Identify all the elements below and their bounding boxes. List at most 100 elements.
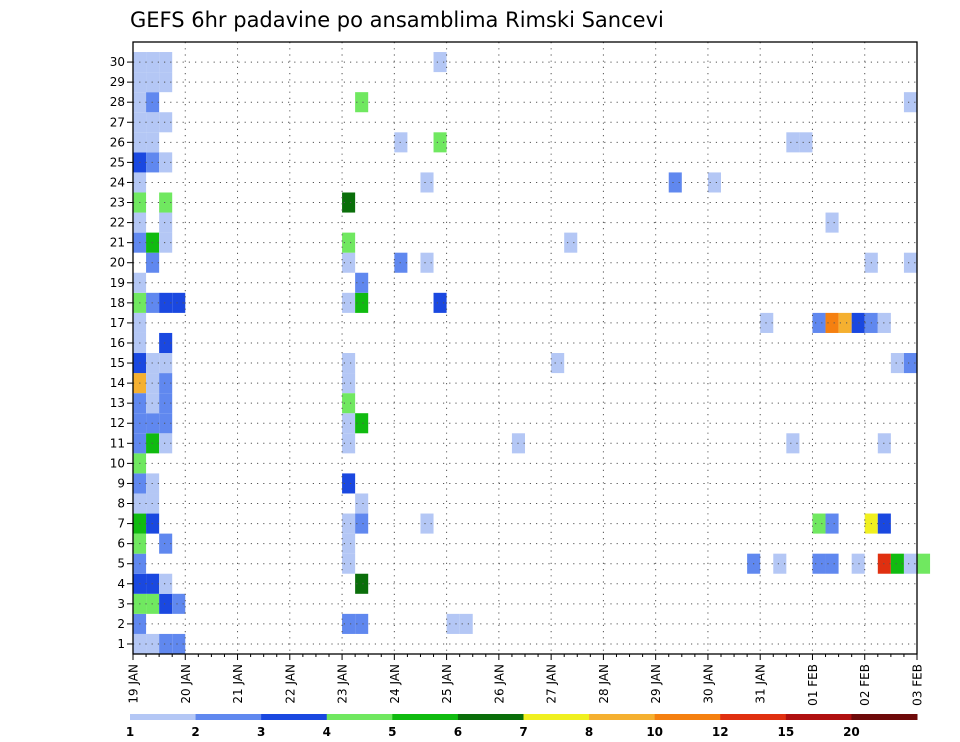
x-tick-label: 27 JAN bbox=[545, 664, 559, 704]
colorbar-swatch bbox=[720, 714, 787, 720]
heatmap-cell bbox=[433, 132, 447, 153]
y-tick-label: 9 bbox=[117, 476, 125, 490]
colorbar-label: 4 bbox=[323, 725, 331, 739]
y-tick-label: 18 bbox=[110, 296, 125, 310]
heatmap-cell bbox=[342, 353, 356, 374]
heatmap-cell bbox=[917, 553, 931, 574]
heatmap-cell bbox=[342, 292, 356, 313]
colorbar-swatch bbox=[851, 714, 918, 720]
heatmap-cell bbox=[799, 132, 813, 153]
heatmap-cell bbox=[825, 212, 839, 233]
heatmap-cell bbox=[159, 192, 173, 213]
y-tick-label: 8 bbox=[117, 497, 125, 511]
heatmap-cell bbox=[342, 393, 356, 414]
heatmap-cell bbox=[707, 172, 721, 193]
heatmap-cell bbox=[903, 252, 917, 273]
y-tick-label: 13 bbox=[110, 396, 125, 410]
heatmap-cell bbox=[172, 292, 186, 313]
heatmap-cell bbox=[420, 252, 434, 273]
heatmap-cell bbox=[355, 92, 369, 113]
heatmap-cell bbox=[172, 633, 186, 654]
y-tick-label: 29 bbox=[110, 75, 125, 89]
x-tick-label: 19 JAN bbox=[127, 664, 141, 704]
x-tick-label: 20 JAN bbox=[179, 664, 193, 704]
heatmap-cell bbox=[159, 292, 173, 313]
heatmap-cell bbox=[159, 573, 173, 594]
y-tick-label: 15 bbox=[110, 356, 125, 370]
x-tick-label: 03 FEB bbox=[911, 664, 925, 706]
heatmap-cell bbox=[342, 513, 356, 534]
colorbar-swatch bbox=[654, 714, 721, 720]
heatmap-cell bbox=[890, 353, 904, 374]
y-axis: 1234567891011121314151617181920212223242… bbox=[110, 55, 133, 651]
heatmap-cell bbox=[394, 132, 408, 153]
colorbar-label: 1 bbox=[126, 725, 134, 739]
y-tick-label: 16 bbox=[110, 336, 125, 350]
heatmap-cell bbox=[159, 373, 173, 394]
x-tick-label: 30 JAN bbox=[701, 664, 715, 704]
colorbar-label: 2 bbox=[191, 725, 199, 739]
heatmap-cell bbox=[355, 493, 369, 514]
heatmap-cell bbox=[355, 513, 369, 534]
colorbar-swatch bbox=[785, 714, 852, 720]
heatmap-cell bbox=[355, 573, 369, 594]
heatmap-cell bbox=[172, 593, 186, 614]
colorbar-swatch bbox=[326, 714, 393, 720]
heatmap-cell bbox=[355, 613, 369, 634]
heatmap-cell bbox=[342, 533, 356, 554]
y-tick-label: 1 bbox=[117, 637, 125, 651]
heatmap-cell bbox=[890, 553, 904, 574]
heatmap-cell bbox=[342, 192, 356, 213]
heatmap-cell bbox=[159, 332, 173, 354]
y-tick-label: 30 bbox=[110, 55, 125, 69]
heatmap-cell bbox=[159, 212, 173, 233]
heatmap-cell bbox=[342, 433, 356, 454]
heatmap-cell bbox=[159, 232, 173, 253]
y-tick-label: 12 bbox=[110, 416, 125, 430]
heatmap-cell bbox=[786, 132, 800, 153]
y-tick-label: 19 bbox=[110, 276, 125, 290]
heatmap-cell bbox=[355, 292, 369, 313]
colorbar-swatch bbox=[195, 714, 262, 720]
colorbar-label: 3 bbox=[257, 725, 265, 739]
heatmap-cell bbox=[668, 172, 682, 193]
colorbar-label: 10 bbox=[646, 725, 663, 739]
y-tick-label: 5 bbox=[117, 557, 125, 571]
y-tick-label: 24 bbox=[110, 175, 125, 189]
heatmap-cell bbox=[433, 292, 447, 313]
colorbar-label: 20 bbox=[843, 725, 860, 739]
heatmap-cell bbox=[825, 553, 839, 574]
heatmap-cell bbox=[355, 272, 369, 293]
heatmap-cell bbox=[420, 513, 434, 534]
y-tick-label: 11 bbox=[110, 436, 125, 450]
colorbar-swatch bbox=[457, 714, 524, 720]
heatmap-cell bbox=[159, 353, 173, 374]
colorbar-label: 5 bbox=[388, 725, 396, 739]
colorbar-label: 8 bbox=[585, 725, 593, 739]
heatmap-cell bbox=[903, 553, 917, 574]
colorbar-swatch bbox=[523, 714, 590, 720]
y-tick-label: 14 bbox=[110, 376, 125, 390]
chart-title: GEFS 6hr padavine po ansamblima Rimski S… bbox=[130, 8, 664, 32]
y-tick-label: 2 bbox=[117, 617, 125, 631]
heatmap-cell bbox=[812, 513, 826, 534]
y-tick-label: 10 bbox=[110, 456, 125, 470]
heatmap-cell bbox=[446, 613, 460, 634]
heatmap-cell bbox=[159, 533, 173, 554]
heatmap-cell bbox=[433, 52, 447, 73]
colorbar-swatch bbox=[130, 714, 197, 720]
x-tick-label: 25 JAN bbox=[440, 664, 454, 704]
x-tick-label: 29 JAN bbox=[649, 664, 663, 704]
heatmap-cell bbox=[342, 413, 356, 434]
heatmap-cell bbox=[838, 312, 852, 333]
heatmap-cell bbox=[159, 52, 173, 73]
y-tick-label: 20 bbox=[110, 256, 125, 270]
colorbar-swatch bbox=[589, 714, 656, 720]
heatmap-cell bbox=[159, 152, 173, 173]
heatmap-cell bbox=[786, 433, 800, 454]
colorbar-swatch bbox=[392, 714, 459, 720]
colorbar-label: 12 bbox=[712, 725, 729, 739]
y-tick-label: 27 bbox=[110, 115, 125, 129]
heatmap-cell bbox=[851, 312, 865, 333]
